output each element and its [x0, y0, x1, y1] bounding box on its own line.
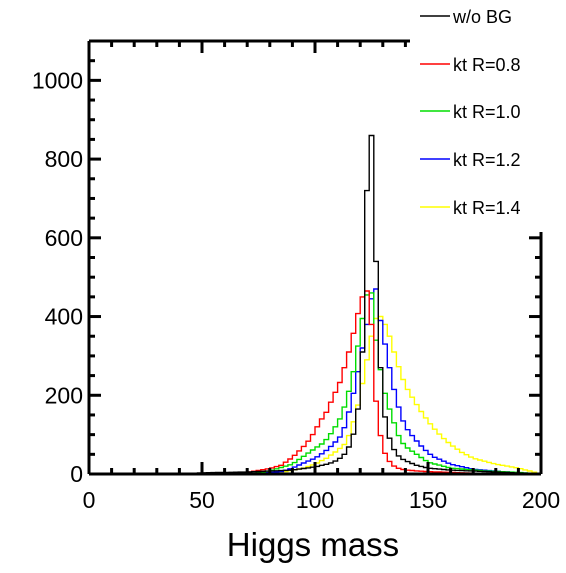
y-tick-label: 200: [45, 382, 83, 408]
legend-label-kt-r-1-2: kt R=1.2: [453, 150, 521, 170]
legend-label-w-o-bg: w/o BG: [452, 7, 512, 27]
axes-layer: 0 50 100 150 200 0 200 400 600 800 1000: [32, 39, 560, 513]
series-layer: [89, 134, 542, 475]
legend: w/o BG kt R=0.8 kt R=1.0 kt R=1.2 kt R=1.4: [420, 7, 521, 218]
x-tick-label: 100: [296, 487, 334, 513]
x-tick-label: 50: [189, 487, 215, 513]
legend-label-kt-r-0-8: kt R=0.8: [453, 55, 521, 75]
y-tick-label: 0: [70, 461, 83, 487]
x-tick-label: 200: [522, 487, 560, 513]
y-tick-label: 400: [45, 304, 83, 330]
x-axis-label: Higgs mass: [227, 526, 399, 563]
legend-label-kt-r-1-0: kt R=1.0: [453, 102, 521, 122]
x-tick-label: 150: [409, 487, 447, 513]
series-line-kt-r-1-0: [89, 292, 542, 475]
x-tick-label: 0: [83, 487, 96, 513]
y-tick-label: 800: [45, 146, 83, 172]
legend-label-kt-r-1-4: kt R=1.4: [453, 198, 521, 218]
series-line-w-o-bg: [89, 134, 542, 475]
y-tick-label: 600: [45, 225, 83, 251]
y-tick-label: 1000: [32, 67, 83, 93]
